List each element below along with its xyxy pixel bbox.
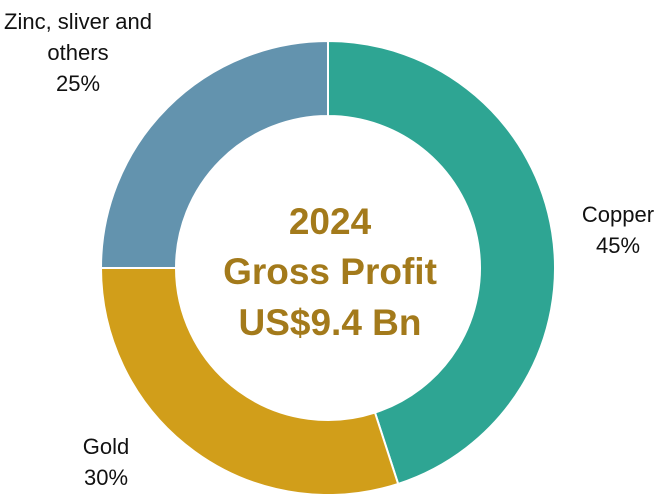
donut-segment [99,267,400,494]
donut-segment [327,39,556,486]
category-name: Copper [581,202,655,227]
center-text: US$9.4 Bn [238,302,421,343]
value-label: 25% [55,71,101,96]
segment-label: Gold 30% [31,431,181,493]
value-label: 30% [83,465,129,490]
center-text: 2024 [289,201,372,242]
segment-label: Zinc, sliver and others 25% [3,6,153,99]
category-name: Zinc, sliver and others [4,9,152,65]
category-name: Gold [82,434,130,459]
donut-segment [99,39,329,269]
value-label: 45% [595,233,641,258]
segment-label: Copper 45% [543,199,670,261]
center-text: Gross Profit [223,251,437,292]
